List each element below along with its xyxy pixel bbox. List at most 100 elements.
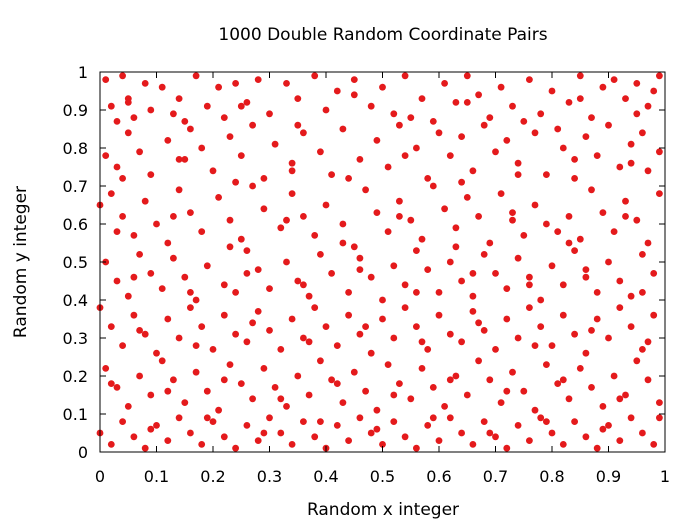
data-point bbox=[554, 228, 562, 236]
data-point bbox=[401, 433, 409, 441]
data-point bbox=[605, 334, 612, 342]
data-point bbox=[446, 414, 454, 422]
data-point bbox=[633, 216, 641, 224]
data-point bbox=[509, 209, 516, 217]
data-point bbox=[107, 102, 115, 110]
data-point bbox=[480, 121, 488, 129]
data-point bbox=[413, 144, 420, 152]
data-point bbox=[226, 133, 234, 141]
data-point bbox=[203, 414, 211, 422]
data-point bbox=[300, 281, 307, 289]
data-point bbox=[373, 406, 381, 414]
data-point bbox=[543, 171, 550, 179]
data-point bbox=[237, 102, 245, 110]
data-point bbox=[537, 110, 545, 118]
x-tick-label: 0.4 bbox=[313, 467, 338, 486]
data-point bbox=[277, 346, 285, 353]
x-tick-label: 0.8 bbox=[539, 467, 564, 486]
data-point bbox=[407, 114, 415, 121]
data-point bbox=[181, 118, 189, 125]
data-point bbox=[254, 308, 262, 315]
data-point bbox=[119, 72, 126, 80]
data-point bbox=[288, 167, 296, 175]
data-point bbox=[350, 368, 358, 376]
data-point bbox=[209, 418, 217, 425]
data-point bbox=[520, 232, 528, 239]
data-point bbox=[203, 387, 211, 395]
data-point bbox=[390, 334, 398, 342]
data-point bbox=[469, 270, 477, 277]
data-point bbox=[300, 418, 307, 425]
data-point bbox=[107, 323, 115, 330]
data-point bbox=[622, 391, 629, 399]
data-point bbox=[147, 425, 155, 433]
data-point bbox=[119, 418, 126, 425]
data-point bbox=[418, 95, 426, 102]
data-point bbox=[452, 243, 460, 251]
data-point bbox=[311, 433, 319, 441]
data-point bbox=[220, 114, 228, 121]
data-point bbox=[203, 262, 211, 270]
y-tick-label: 1 bbox=[78, 63, 88, 82]
data-point bbox=[333, 342, 341, 349]
data-point bbox=[565, 213, 573, 220]
data-point bbox=[526, 437, 533, 444]
data-point bbox=[277, 395, 285, 403]
data-point bbox=[288, 190, 296, 198]
data-point bbox=[497, 399, 505, 406]
data-point bbox=[187, 289, 194, 296]
data-point bbox=[266, 414, 273, 422]
data-point bbox=[130, 433, 138, 441]
data-point bbox=[418, 365, 426, 372]
data-point bbox=[339, 399, 347, 406]
data-point bbox=[367, 273, 375, 281]
data-point bbox=[576, 95, 584, 102]
data-point bbox=[356, 156, 364, 163]
data-point bbox=[463, 99, 471, 106]
data-point bbox=[198, 228, 206, 236]
data-point bbox=[401, 304, 409, 311]
data-point bbox=[429, 414, 437, 422]
data-point bbox=[175, 414, 183, 422]
x-tick-label: 0 bbox=[95, 467, 105, 486]
data-point bbox=[367, 429, 375, 437]
data-point bbox=[192, 342, 200, 349]
data-point bbox=[317, 148, 324, 156]
data-point bbox=[543, 361, 550, 368]
data-point bbox=[486, 376, 494, 384]
data-point bbox=[559, 281, 567, 289]
data-point bbox=[616, 277, 624, 285]
data-point bbox=[475, 91, 482, 99]
data-point bbox=[215, 83, 223, 91]
data-point bbox=[593, 315, 601, 323]
data-point bbox=[311, 232, 319, 239]
data-point bbox=[175, 156, 183, 163]
data-point bbox=[509, 216, 516, 224]
data-point bbox=[243, 99, 251, 106]
data-point bbox=[356, 414, 364, 422]
data-point bbox=[605, 422, 612, 429]
data-point bbox=[503, 285, 511, 292]
data-point bbox=[317, 418, 324, 425]
data-point bbox=[401, 281, 409, 289]
data-point bbox=[424, 422, 432, 429]
data-point bbox=[113, 118, 121, 125]
data-point bbox=[627, 140, 635, 148]
data-point bbox=[633, 357, 641, 365]
data-point bbox=[435, 311, 443, 319]
data-point bbox=[209, 167, 217, 175]
data-point bbox=[582, 433, 590, 441]
data-point bbox=[446, 376, 454, 384]
data-point bbox=[548, 87, 556, 95]
data-point bbox=[526, 273, 533, 281]
data-point bbox=[644, 102, 652, 110]
data-point bbox=[181, 156, 189, 163]
data-point bbox=[220, 281, 228, 289]
data-point bbox=[480, 327, 488, 334]
data-point bbox=[226, 243, 234, 251]
data-point bbox=[164, 137, 172, 144]
data-point bbox=[345, 311, 352, 319]
data-point bbox=[339, 239, 347, 247]
data-point bbox=[514, 171, 522, 179]
data-point bbox=[543, 418, 550, 425]
